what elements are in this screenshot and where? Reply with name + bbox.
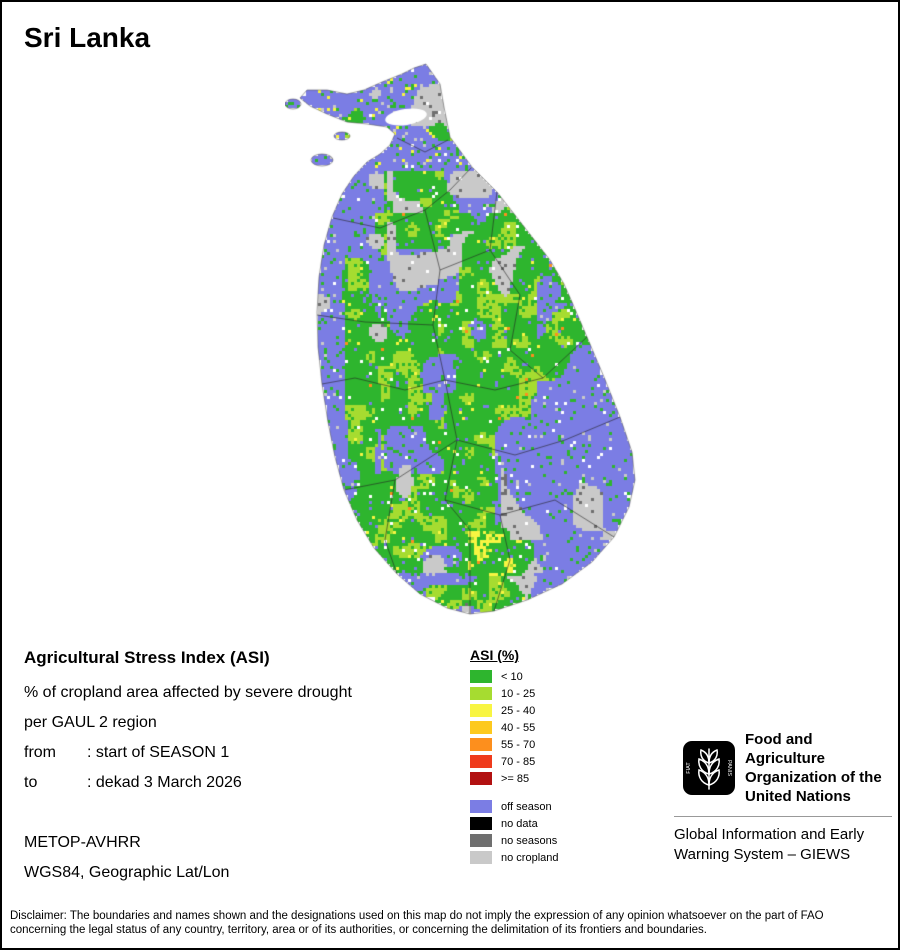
fao-name-line: United Nations — [745, 788, 851, 805]
wheat-ear-icon — [698, 748, 720, 790]
fao-motto-right: PANIS — [726, 760, 732, 776]
legend-item: 40 - 55 — [470, 719, 559, 736]
disclaimer: Disclaimer: The boundaries and names sho… — [10, 910, 824, 936]
to-value: : dekad 3 March 2026 — [87, 774, 242, 791]
legend-item: 25 - 40 — [470, 702, 559, 719]
fao-name-line: Food and Agriculture — [745, 731, 826, 767]
legend-label: 25 - 40 — [501, 704, 536, 717]
legend-class-list: < 10 10 - 25 25 - 40 40 - 55 55 - 70 70 … — [470, 668, 559, 787]
legend-swatch — [470, 721, 492, 734]
giews-line: Global Information and Early — [674, 826, 865, 843]
legend-item: < 10 — [470, 668, 559, 685]
legend-item: >= 85 — [470, 770, 559, 787]
legend-label: >= 85 — [501, 772, 530, 785]
gaul-region-line: per GAUL 2 region — [24, 714, 157, 731]
fao-motto-left: FIAT — [686, 762, 692, 774]
legend-swatch — [470, 687, 492, 700]
legend-label: no data — [501, 817, 538, 830]
legend-label: < 10 — [501, 670, 523, 683]
from-label: from — [24, 744, 56, 761]
asi-legend: ASI (%) < 10 10 - 25 25 - 40 40 - 55 55 … — [470, 647, 559, 866]
fao-name: Food and Agriculture Organization of the… — [745, 730, 892, 806]
legend-item: 55 - 70 — [470, 736, 559, 753]
legend-item: off season — [470, 798, 559, 815]
legend-swatch — [470, 800, 492, 813]
legend-label: off season — [501, 800, 552, 813]
legend-swatch — [470, 851, 492, 864]
giews-caption: Global Information and Early Warning Sys… — [674, 825, 892, 865]
legend-item: 70 - 85 — [470, 753, 559, 770]
projection-line: WGS84, Geographic Lat/Lon — [24, 864, 230, 881]
sri-lanka-asi-map — [285, 60, 645, 620]
to-line: to : dekad 3 March 2026 — [24, 774, 242, 792]
legend-label: 10 - 25 — [501, 687, 536, 700]
legend-label: no seasons — [501, 834, 558, 847]
legend-label: no cropland — [501, 851, 559, 864]
fao-identity: FIAT PANIS Food and Agriculture Organiza… — [674, 730, 892, 806]
fao-name-line: Organization of the — [745, 769, 882, 786]
legend-label: 55 - 70 — [501, 738, 536, 751]
legend-swatch — [470, 755, 492, 768]
legend-extra-list: off season no data no seasons no croplan… — [470, 798, 559, 866]
from-line: from : start of SEASON 1 — [24, 744, 229, 762]
divider — [674, 816, 892, 817]
legend-item: no cropland — [470, 849, 559, 866]
asi-description: % of cropland area affected by severe dr… — [24, 684, 352, 701]
legend-title: ASI (%) — [470, 647, 519, 663]
sensor-line: METOP-AVHRR — [24, 834, 141, 851]
legend-swatch — [470, 738, 492, 751]
legend-swatch — [470, 772, 492, 785]
giews-line: Warning System – GIEWS — [674, 846, 851, 863]
legend-label: 40 - 55 — [501, 721, 536, 734]
legend-label: 70 - 85 — [501, 755, 536, 768]
fao-block: FIAT PANIS Food and Agriculture Organiza… — [674, 730, 892, 865]
to-label: to — [24, 774, 38, 791]
legend-swatch — [470, 834, 492, 847]
legend-item: 10 - 25 — [470, 685, 559, 702]
legend-item: no seasons — [470, 832, 559, 849]
legend-swatch — [470, 704, 492, 717]
asi-heading: Agricultural Stress Index (ASI) — [24, 648, 270, 667]
fao-logo: FIAT PANIS — [683, 741, 735, 795]
legend-swatch — [470, 817, 492, 830]
page-title: Sri Lanka — [24, 22, 151, 53]
legend-swatch — [470, 670, 492, 683]
from-value: : start of SEASON 1 — [87, 744, 230, 761]
legend-item: no data — [470, 815, 559, 832]
